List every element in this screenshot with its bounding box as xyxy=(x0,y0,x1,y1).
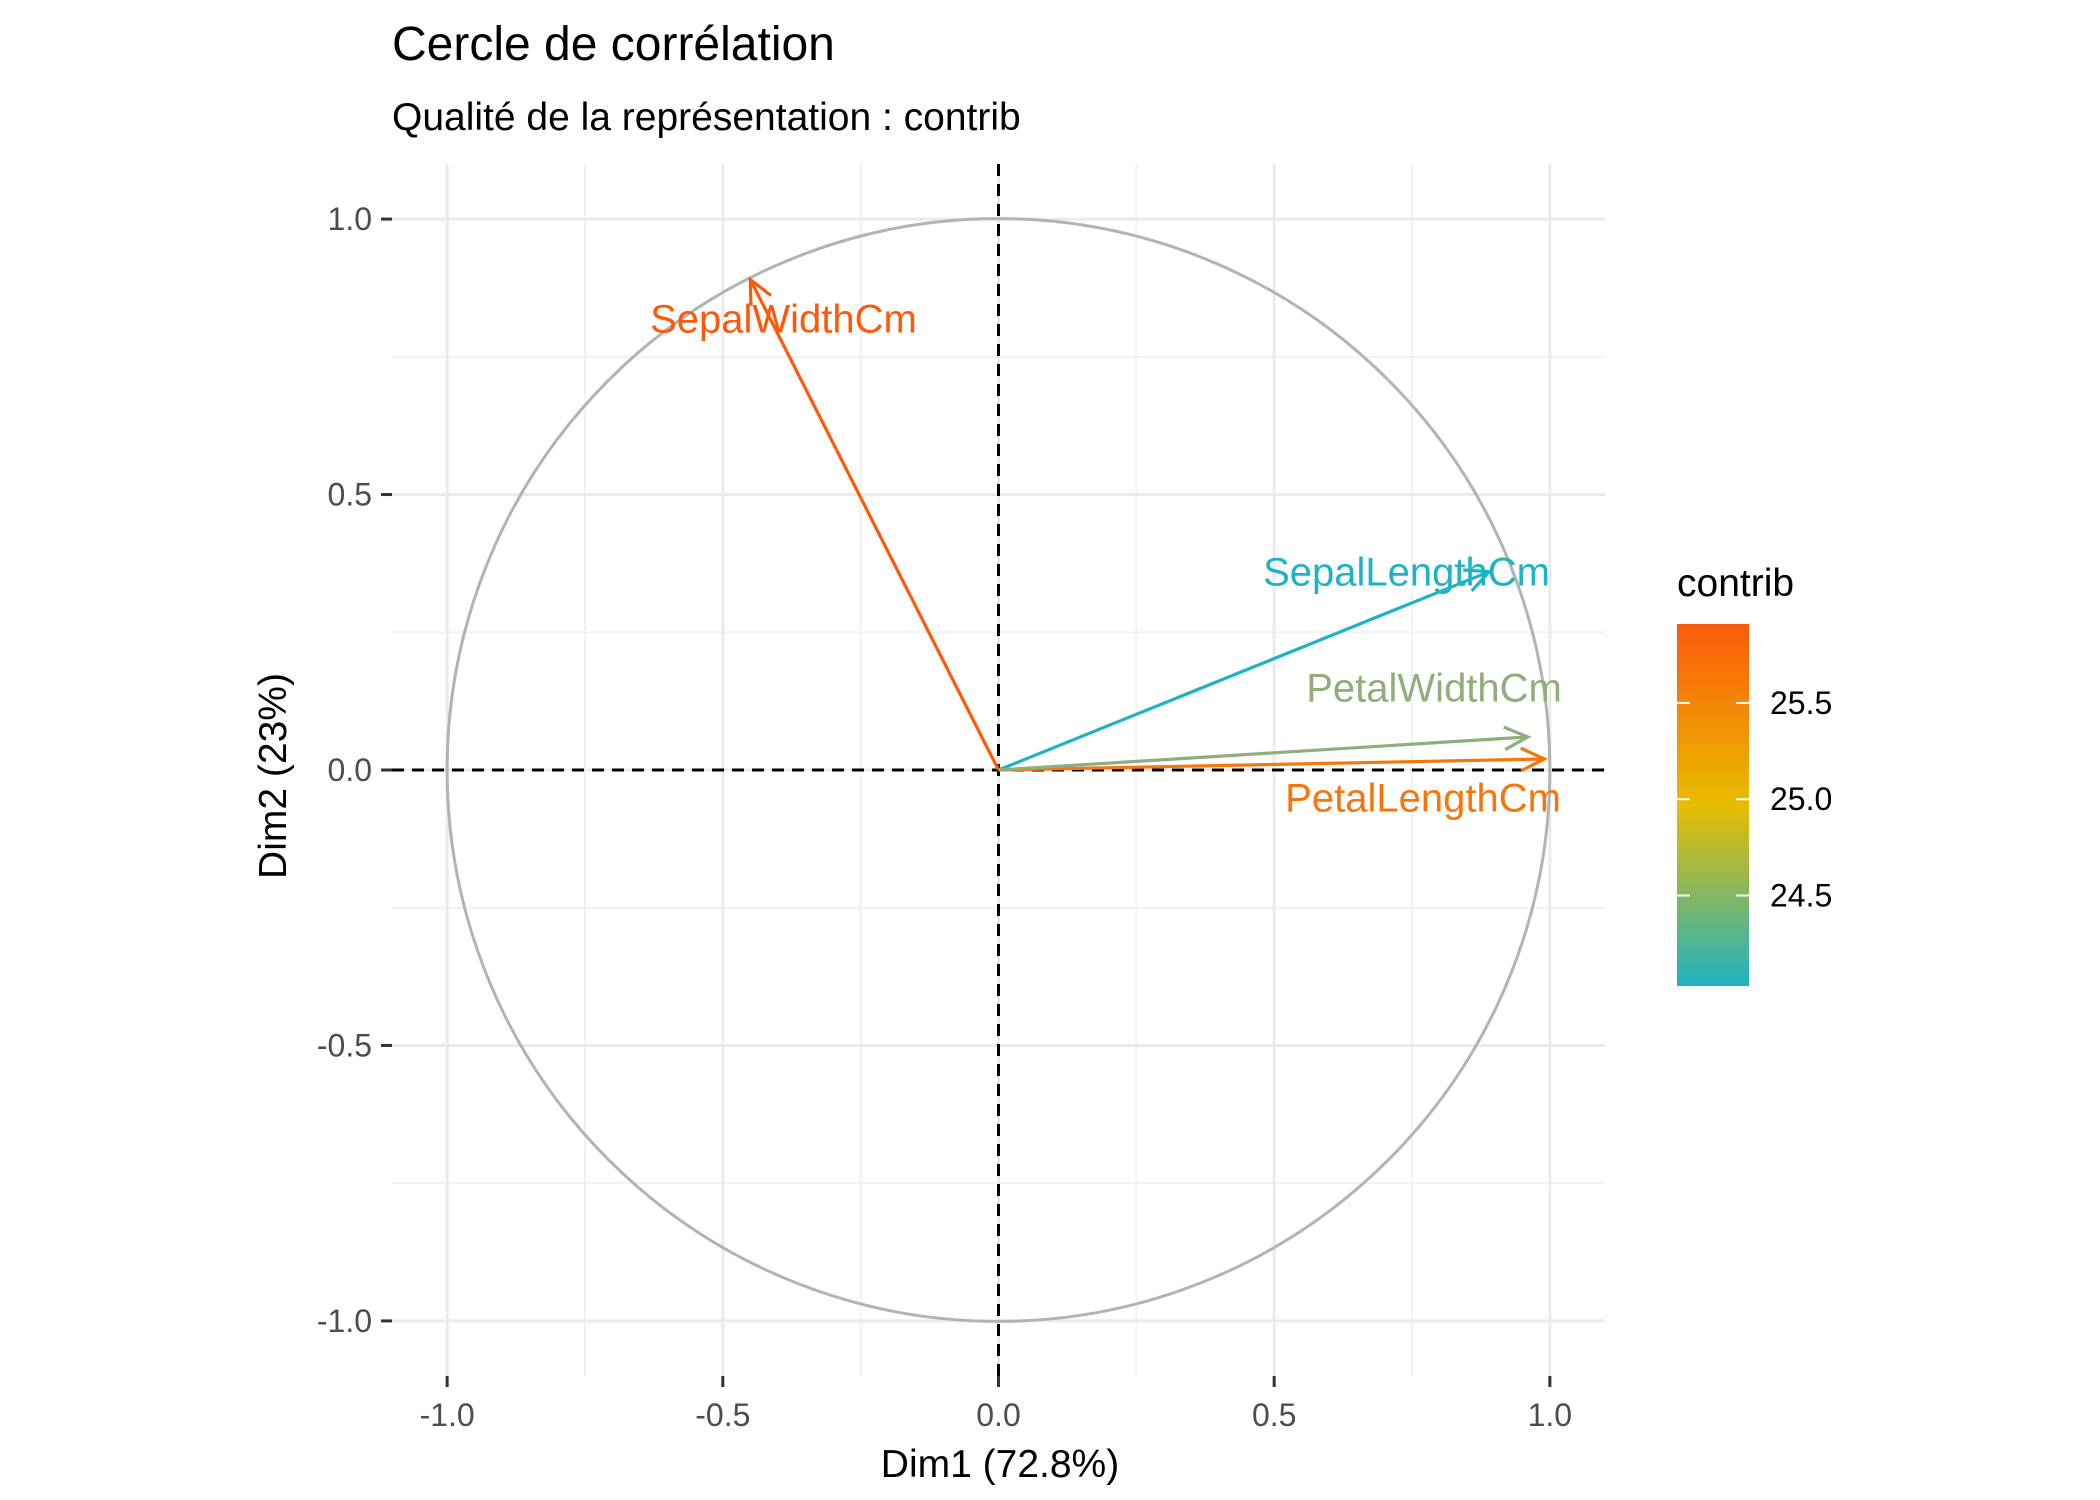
variable-labels: SepalLengthCm SepalWidthCm PetalLengthCm Pe… xyxy=(650,297,1562,820)
variable-arrowhead xyxy=(1503,725,1532,752)
y-tick-label: 0.5 xyxy=(328,477,372,513)
legend-title: contrib xyxy=(1677,562,1794,605)
x-axis-title: Dim1 (72.8%) xyxy=(881,1443,1119,1486)
y-axis-title: Dim2 (23%) xyxy=(252,673,295,879)
variable-label: PetalLengthCm xyxy=(1285,777,1561,821)
variable-arrows xyxy=(748,276,1549,773)
variable-arrow xyxy=(748,280,1000,771)
x-tick-label: 0.0 xyxy=(976,1397,1020,1433)
variable-arrow xyxy=(998,737,1528,772)
y-tick-label: -1.0 xyxy=(317,1303,372,1339)
color-legend: contrib 24.5 25.0 25.5 xyxy=(1677,562,1832,986)
variable-arrow xyxy=(998,759,1545,772)
x-tick-label: 1.0 xyxy=(1528,1397,1572,1433)
variable-label: SepalLengthCm xyxy=(1263,551,1550,595)
y-tick-label: -0.5 xyxy=(317,1027,372,1063)
variable-arrowhead xyxy=(1520,746,1549,773)
unit-circle xyxy=(445,217,1552,1323)
legend-colorbar xyxy=(1677,624,1749,986)
x-tick-label: -1.0 xyxy=(420,1397,475,1433)
legend-tick-label: 25.5 xyxy=(1770,685,1832,721)
legend-tick-label: 24.5 xyxy=(1770,878,1832,914)
y-axis-ticks: -1.0 -0.5 0.0 0.5 1.0 xyxy=(317,201,392,1339)
variable-label: SepalWidthCm xyxy=(650,297,917,341)
legend-tick-label: 25.0 xyxy=(1770,781,1832,817)
x-tick-label: -0.5 xyxy=(695,1397,750,1433)
x-tick-label: 0.5 xyxy=(1252,1397,1296,1433)
x-axis-ticks: -1.0 -0.5 0.0 0.5 1.0 xyxy=(420,1376,1572,1433)
chart-title: Cercle de corrélation xyxy=(392,18,835,71)
variable-label: PetalWidthCm xyxy=(1306,666,1562,710)
variable-arrowhead xyxy=(1463,568,1493,592)
variable-arrowhead xyxy=(748,276,773,306)
y-tick-label: 1.0 xyxy=(328,201,372,237)
variable-arrow xyxy=(997,572,1490,772)
legend-ticks: 24.5 25.0 25.5 xyxy=(1677,685,1832,914)
chart-subtitle: Qualité de la représentation : contrib xyxy=(392,96,1021,139)
y-tick-label: 0.0 xyxy=(328,752,372,788)
